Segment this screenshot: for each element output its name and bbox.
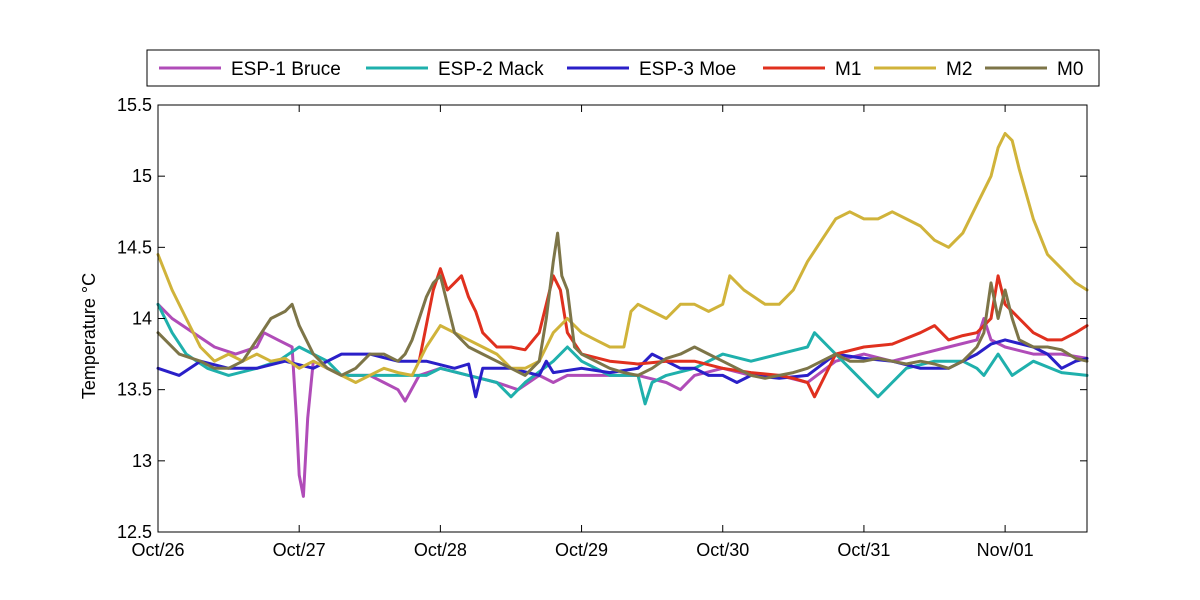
- y-tick-label: 13.5: [117, 380, 152, 400]
- x-tick-label: Oct/28: [414, 540, 467, 560]
- series-line-4: [417, 267, 1089, 399]
- x-tick-label: Oct/26: [131, 540, 184, 560]
- legend-label-3: ESP-3 Moe: [639, 59, 736, 80]
- legend-label-5: M2: [946, 59, 972, 80]
- y-tick-label: 12.5: [117, 522, 152, 542]
- series-line-5: [156, 132, 1089, 384]
- x-tick-label: Oct/31: [837, 540, 890, 560]
- y-tick-label: 15: [132, 166, 152, 186]
- series-line-2: [156, 302, 1089, 406]
- legend-label-1: ESP-1 Bruce: [231, 59, 341, 80]
- legend: ESP-1 Bruce ESP-2 Mack ESP-3 Moe M1 M2 M0: [146, 49, 1100, 87]
- y-tick-label: 14: [132, 309, 152, 329]
- series-layer: [156, 132, 1089, 498]
- series-line-6: [156, 231, 1089, 380]
- axes: Oct/26 Oct/27 Oct/28 Oct/29 Oct/30 Oct/31 Nov/…: [117, 95, 1088, 560]
- series-line-3: [156, 338, 1089, 399]
- series-line-1: [156, 302, 1089, 498]
- y-tick-label: 15.5: [117, 95, 152, 115]
- y-axis-title: Temperature °C: [79, 273, 99, 399]
- x-tick-label: Oct/30: [696, 540, 749, 560]
- y-tick-label: 14.5: [117, 237, 152, 257]
- y-tick-label: 13: [132, 451, 152, 471]
- x-tick-label: Oct/29: [555, 540, 608, 560]
- legend-label-6: M0: [1057, 59, 1083, 80]
- x-tick-label: Nov/01: [977, 540, 1034, 560]
- x-tick-label: Oct/27: [273, 540, 326, 560]
- legend-label-2: ESP-2 Mack: [438, 59, 544, 80]
- legend-label-4: M1: [835, 59, 861, 80]
